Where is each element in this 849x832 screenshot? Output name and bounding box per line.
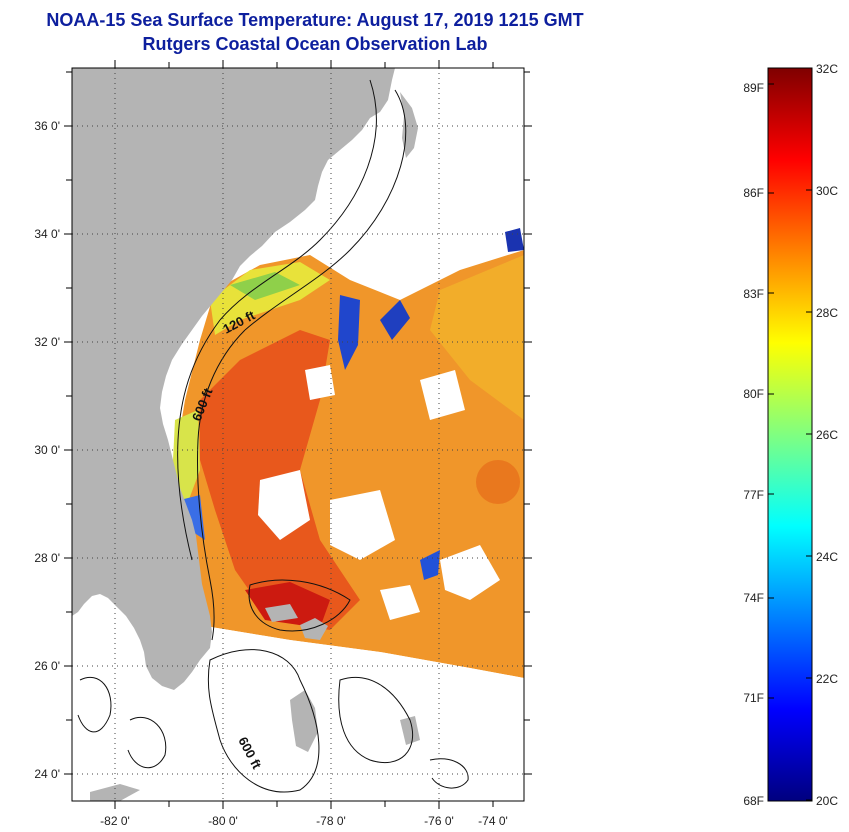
lon-label: -74 0' [478, 814, 508, 828]
lat-label: 30 0' [34, 443, 60, 457]
land-mainland [72, 68, 395, 690]
colorbar-f-label: 89F [743, 81, 764, 95]
colorbar-f-label: 71F [743, 691, 764, 705]
colorbar-c-label: 24C [816, 550, 838, 564]
colorbar-f-label: 80F [743, 387, 764, 401]
sst-mild-band [430, 255, 524, 420]
graticule [72, 68, 524, 801]
lat-label: 34 0' [34, 227, 60, 241]
colorbar-f-label: 77F [743, 488, 764, 502]
lat-label: 28 0' [34, 551, 60, 565]
lat-label: 36 0' [34, 119, 60, 133]
lon-label: -78 0' [316, 814, 346, 828]
colorbar-f-label: 86F [743, 186, 764, 200]
lat-label: 32 0' [34, 335, 60, 349]
lat-label: 24 0' [34, 767, 60, 781]
colorbar-c-label: 28C [816, 306, 838, 320]
colorbar-ticks [768, 67, 812, 801]
colorbar-c-label: 26C [816, 428, 838, 442]
colorbar-f-label: 68F [743, 794, 764, 808]
colorbar [767, 67, 813, 802]
lon-label: -82 0' [100, 814, 130, 828]
colorbar-c-label: 30C [816, 184, 838, 198]
map-frame [71, 67, 525, 802]
colorbar-c-label: 20C [816, 794, 838, 808]
shelf-water [210, 262, 330, 335]
map-title: NOAA-15 Sea Surface Temperature: August … [46, 10, 584, 30]
lon-label: -80 0' [208, 814, 238, 828]
colorbar-f-label: 83F [743, 287, 764, 301]
lon-label: -76 0' [424, 814, 454, 828]
axis-ticks [64, 60, 532, 809]
map-subtitle: Rutgers Coastal Ocean Observation Lab [142, 34, 488, 54]
lat-label: 26 0' [34, 659, 60, 673]
colorbar-c-label: 32C [816, 62, 838, 76]
colorbar-f-label: 74F [743, 591, 764, 605]
colorbar-c-label: 22C [816, 672, 838, 686]
